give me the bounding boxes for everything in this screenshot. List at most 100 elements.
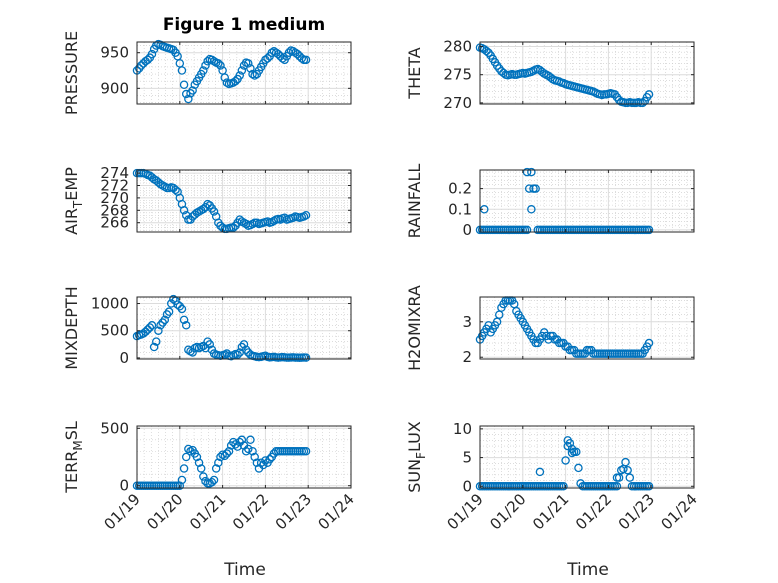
data-point xyxy=(173,300,182,309)
subplot-h2omixra: 2 3 H2OMIXRA xyxy=(405,285,695,371)
data-point xyxy=(301,353,311,362)
data-point xyxy=(246,435,255,445)
x-axis-label-right: Time xyxy=(566,560,609,580)
y-tick-label: 500 xyxy=(100,419,129,437)
x-tick-label: 01/23 xyxy=(615,490,658,533)
data-point xyxy=(297,54,307,63)
data-point xyxy=(177,475,187,485)
data-point xyxy=(177,66,187,75)
y-axis-label: MIXDEPTH xyxy=(62,286,81,369)
data-point xyxy=(171,185,180,195)
x-axis-label-left: Time xyxy=(223,560,266,580)
subplot-mixdepth: 0 500 1000 MIXDEPTH xyxy=(62,286,352,370)
data-point xyxy=(229,437,238,447)
subplot-sun-flux: 01/19 01/20 01/21 01/22 01/23 01/24 0 5 10 SUNFLU… xyxy=(405,420,701,534)
data-point xyxy=(524,184,534,193)
data-point xyxy=(184,444,193,454)
x-tick-label: 01/22 xyxy=(572,490,615,533)
data-point xyxy=(194,458,204,467)
y-tick-label: 900 xyxy=(100,79,129,97)
axes-box xyxy=(136,296,352,360)
x-tick-label: 01/21 xyxy=(529,490,572,533)
data-point xyxy=(149,342,159,352)
data-point xyxy=(563,441,572,451)
data-point xyxy=(166,299,176,308)
x-tick-label: 01/20 xyxy=(143,490,186,533)
data-point xyxy=(612,473,622,482)
data-point xyxy=(621,457,630,467)
data-point xyxy=(535,467,545,477)
data-point xyxy=(625,473,635,482)
y-tick-label: 0.1 xyxy=(448,200,472,218)
y-axis-label: TERRMSL xyxy=(62,421,85,494)
x-tick-label: 01/24 xyxy=(315,490,358,533)
data-point xyxy=(531,184,540,193)
data-point xyxy=(561,456,570,465)
data-point xyxy=(231,440,240,449)
data-point xyxy=(177,304,187,314)
y-tick-label: 275 xyxy=(443,66,472,84)
data-point xyxy=(175,481,185,490)
data-point xyxy=(644,90,654,99)
axes-box xyxy=(479,296,695,360)
subplot-terr-msl: 01/19 01/20 01/21 01/22 01/23 01/24 0 500 TERRMS… xyxy=(62,419,358,533)
x-tick-label: 01/19 xyxy=(101,490,144,533)
data-point xyxy=(147,49,157,59)
data-point xyxy=(145,323,155,332)
data-point xyxy=(192,452,202,462)
data-point xyxy=(246,64,255,73)
data-point xyxy=(181,452,191,462)
y-tick-label: 1000 xyxy=(91,295,129,313)
axes-box xyxy=(479,169,695,233)
data-point xyxy=(248,69,257,79)
data-point xyxy=(250,71,259,80)
data-point xyxy=(239,340,249,349)
data-point xyxy=(248,447,257,456)
data-point xyxy=(199,472,208,481)
data-point xyxy=(203,56,212,66)
data-point xyxy=(188,348,197,357)
data-point xyxy=(199,204,208,214)
data-point xyxy=(179,315,189,325)
data-point xyxy=(199,66,208,75)
axes-box xyxy=(479,425,695,489)
data-point xyxy=(220,451,229,461)
data-point xyxy=(278,54,287,63)
data-point xyxy=(293,49,302,59)
data-point xyxy=(143,325,152,334)
y-tick-label: 0 xyxy=(462,221,472,239)
y-tick-label: 266 xyxy=(100,214,129,232)
data-point xyxy=(181,89,191,99)
data-point xyxy=(188,86,197,95)
y-axis-label: RAINFALL xyxy=(405,164,424,239)
data-point xyxy=(207,478,217,487)
data-point xyxy=(482,46,491,56)
data-point xyxy=(559,482,568,491)
axes-box xyxy=(136,425,352,489)
data-point xyxy=(235,71,244,80)
data-point xyxy=(241,447,251,456)
data-point xyxy=(231,76,240,86)
data-point xyxy=(214,59,223,68)
y-tick-label: 5 xyxy=(462,449,472,467)
data-point xyxy=(301,55,311,65)
data-point xyxy=(567,448,577,458)
data-point xyxy=(216,61,225,70)
data-point xyxy=(141,327,150,337)
data-point xyxy=(644,482,654,491)
data-point xyxy=(284,48,294,57)
y-tick-label: 274 xyxy=(100,164,129,182)
data-point xyxy=(244,59,253,68)
axes-box xyxy=(136,41,352,105)
data-point xyxy=(638,98,647,108)
data-point xyxy=(265,455,274,464)
y-tick-label: 280 xyxy=(443,38,472,56)
data-point xyxy=(229,223,238,232)
x-tick-label: 01/20 xyxy=(486,490,529,533)
y-tick-label: 268 xyxy=(100,201,129,219)
y-tick-label: 500 xyxy=(100,322,129,340)
data-point xyxy=(244,444,253,454)
data-point xyxy=(205,340,215,349)
y-axis-label: THETA xyxy=(405,47,424,99)
